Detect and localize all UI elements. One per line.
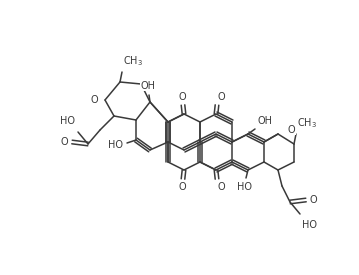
Text: O: O	[178, 182, 186, 192]
Text: O: O	[60, 137, 68, 147]
Text: HO: HO	[302, 220, 317, 230]
Text: HO: HO	[237, 182, 252, 192]
Text: O: O	[178, 92, 186, 102]
Text: O: O	[310, 195, 318, 205]
Text: HO: HO	[60, 116, 75, 126]
Text: O: O	[218, 182, 225, 192]
Text: O: O	[90, 95, 98, 105]
Text: CH$_3$: CH$_3$	[123, 54, 143, 68]
Text: O: O	[218, 92, 225, 102]
Text: OH: OH	[140, 81, 155, 91]
Text: CH$_3$: CH$_3$	[297, 116, 317, 130]
Text: OH: OH	[258, 116, 273, 126]
Text: HO: HO	[108, 140, 123, 150]
Text: O: O	[288, 125, 295, 135]
